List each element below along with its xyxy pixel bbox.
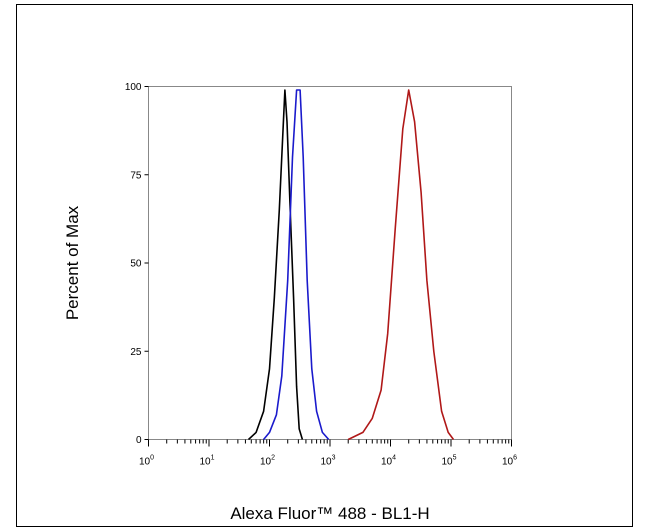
y-tick-label: 100 [125, 82, 142, 93]
y-axis-title: Percent of Max [63, 205, 82, 320]
x-tick-label: 104 [381, 455, 396, 468]
x-tick-label: 103 [320, 455, 335, 468]
histogram-line-2 [262, 89, 330, 441]
y-tick-label: 75 [130, 170, 142, 181]
x-axis-title: Alexa Fluor™ 488 - BL1-H [230, 504, 429, 523]
histogram-line-1 [247, 89, 304, 441]
series-layer [247, 89, 455, 441]
y-tick-label: 0 [136, 435, 142, 446]
histogram-line-3 [347, 89, 455, 441]
x-tick-label: 101 [199, 455, 214, 468]
x-tick-label: 106 [502, 455, 517, 468]
y-axis: 0 25 50 75 100 [125, 82, 149, 446]
x-tick-label: 100 [139, 455, 154, 468]
y-tick-label: 25 [130, 347, 142, 358]
x-tick-label: 102 [260, 455, 275, 468]
histogram-chart: 0 25 50 75 100 100 101 102 103 104 105 106 Alexa F… [63, 82, 517, 523]
x-axis: 100 101 102 103 104 105 106 [139, 439, 517, 468]
plot-area [148, 86, 512, 440]
chart-frame: 0 25 50 75 100 100 101 102 103 104 105 106 Alexa F… [16, 4, 633, 527]
x-tick-label: 105 [441, 455, 456, 468]
y-tick-label: 50 [130, 259, 142, 270]
